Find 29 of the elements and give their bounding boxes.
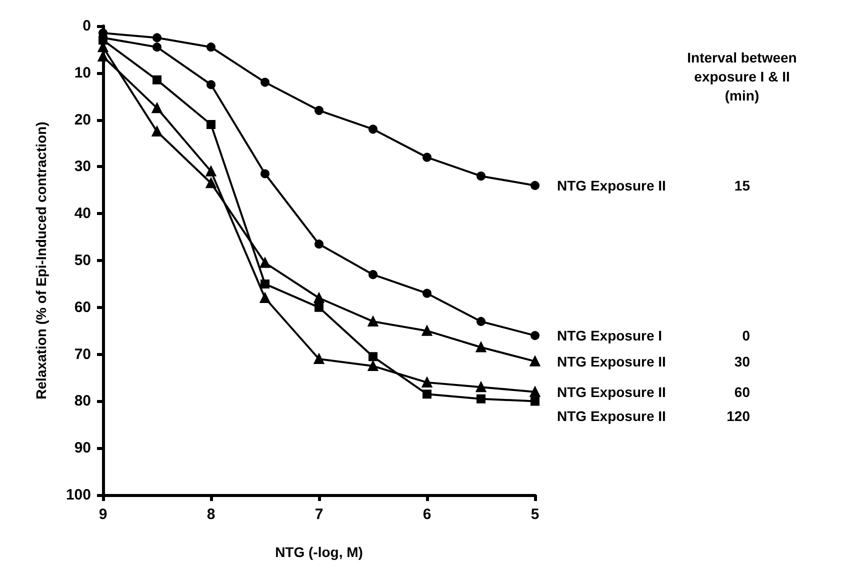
text: 30 — [734, 353, 750, 370]
series-label: NTG Exposure II — [557, 408, 666, 424]
y-axis-title: Relaxation (% of Epi-Induced contraction) — [33, 122, 49, 400]
y-tick-label: 20 — [74, 111, 91, 128]
series-label: NTG Exposure II — [557, 384, 666, 400]
text: 15 — [734, 177, 750, 194]
x-tick-label: 8 — [206, 506, 216, 523]
x-tick-label: 5 — [530, 506, 540, 523]
y-tick-label: 50 — [74, 252, 91, 269]
x-axis-title: NTG (-log, M) — [275, 544, 363, 560]
x-tick-label: 7 — [314, 506, 324, 523]
y-tick-label: 30 — [74, 158, 91, 176]
series-label: NTG Exposure II — [557, 353, 666, 370]
series-label: NTG Exposure I — [557, 328, 662, 344]
y-tick-label: 60 — [74, 298, 91, 316]
y-tick-label: 70 — [74, 346, 91, 363]
x-tick-label: 6 — [422, 506, 432, 523]
series-label: NTG Exposure II — [557, 177, 666, 194]
y-tick-label: 40 — [74, 205, 91, 222]
y-tick-label: 100 — [66, 486, 91, 504]
text: 120 — [726, 408, 750, 424]
x-tick-label: 9 — [98, 506, 108, 523]
text: 60 — [734, 384, 750, 400]
legend-title: Interval between exposure I & II (min) — [687, 50, 797, 104]
text: 0 — [742, 328, 750, 344]
y-tick-label: 80 — [74, 392, 91, 410]
y-tick-label: 10 — [74, 64, 91, 82]
y-tick-label: 0 — [82, 18, 91, 34]
y-tick-label: 90 — [74, 440, 91, 457]
